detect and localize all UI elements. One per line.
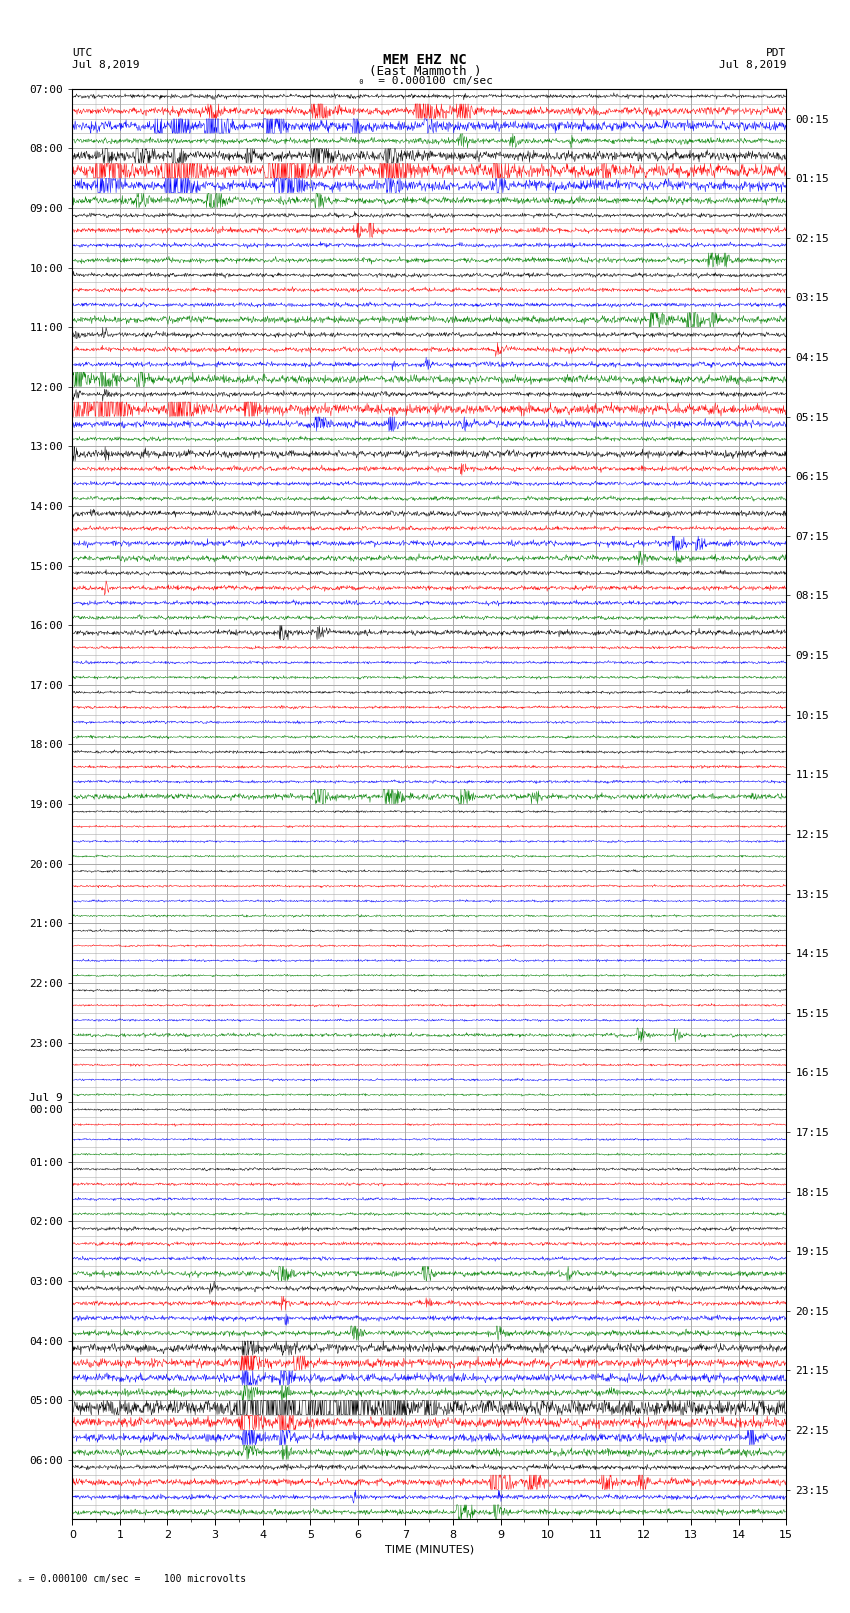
Text: Jul 8,2019: Jul 8,2019: [719, 60, 786, 69]
Text: ₀  = 0.000100 cm/sec: ₀ = 0.000100 cm/sec: [358, 76, 492, 85]
Text: (East Mammoth ): (East Mammoth ): [369, 65, 481, 77]
Text: ₓ = 0.000100 cm/sec =    100 microvolts: ₓ = 0.000100 cm/sec = 100 microvolts: [17, 1574, 246, 1584]
Text: Jul 8,2019: Jul 8,2019: [72, 60, 139, 69]
Text: UTC: UTC: [72, 48, 93, 58]
Text: PDT: PDT: [766, 48, 786, 58]
X-axis label: TIME (MINUTES): TIME (MINUTES): [385, 1544, 473, 1553]
Text: MEM EHZ NC: MEM EHZ NC: [383, 53, 467, 68]
